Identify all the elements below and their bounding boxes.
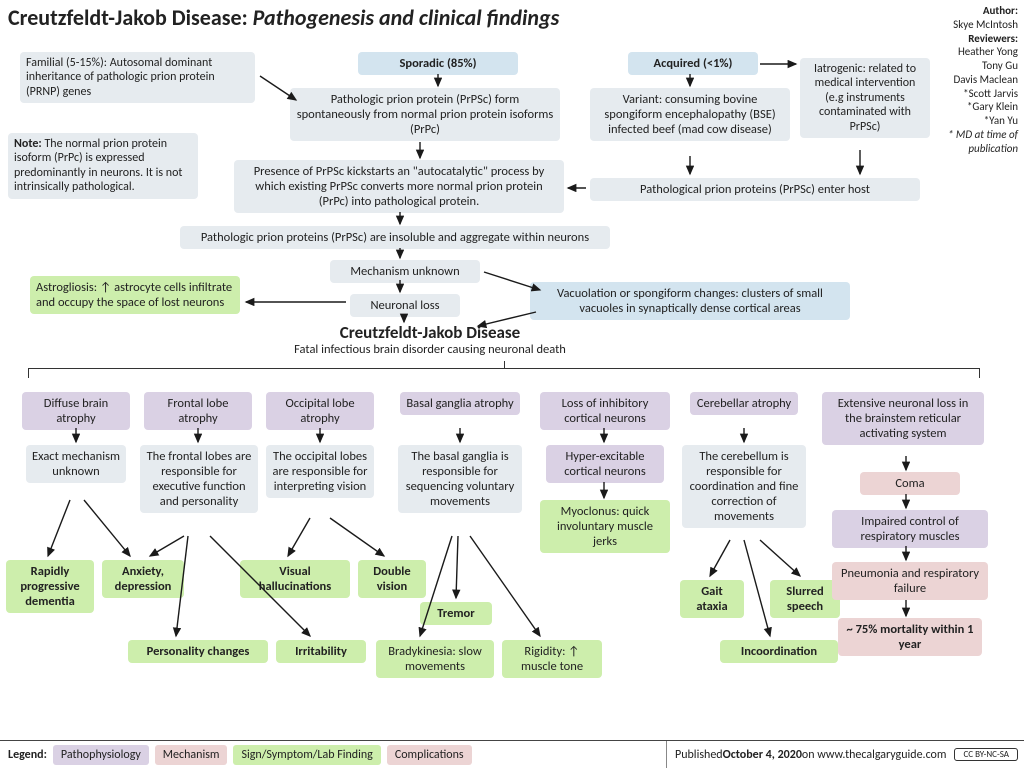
col6-h: Cerebellar atrophy [690, 392, 798, 415]
out-mortality: ~ 75% mortality within 1 year [838, 618, 982, 656]
box-mechanism-unknown: Mechanism unknown [330, 260, 480, 283]
reviewers-label: Reviewers: [968, 32, 1018, 45]
credits-footnote: * MD at time of publication [948, 128, 1018, 155]
out-irritability: Irritability [276, 640, 366, 663]
reviewer-3: *Scott Jarvis [963, 87, 1018, 100]
out-myoclonus: Myoclonus: quick involuntary muscle jerk… [540, 500, 670, 553]
disease-title: Creutzfeldt-Jakob Disease [280, 322, 580, 343]
legend-comp: Complications [387, 745, 472, 765]
out-dementia: Rapidly progressive dementia [6, 560, 94, 613]
out-rigidity: Rigidity: ↑ muscle tone [502, 640, 602, 678]
reviewer-4: *Gary Klein [967, 100, 1018, 113]
bracket [28, 368, 980, 378]
col3-m: The occipital lobes are responsible for … [266, 445, 374, 498]
col4-m: The basal ganglia is responsible for seq… [398, 445, 522, 513]
box-sporadic: Sporadic (85%) [358, 52, 518, 75]
box-autocatalytic: Presence of PrPSc kickstarts an "autocat… [234, 160, 564, 213]
box-iatrogenic: Iatrogenic: related to medical intervent… [800, 58, 930, 138]
box-neuronal-loss: Neuronal loss [350, 294, 460, 317]
out-hallucination: Visual hallucinations [240, 560, 350, 598]
page-title: Creutzfeldt-Jakob Disease: Pathogenesis … [8, 4, 559, 31]
box-enter-host: Pathological prion proteins (PrPSc) ente… [590, 178, 920, 201]
box-note: Note: The normal prion protein isoform (… [8, 133, 198, 199]
col6-m: The cerebellum is responsible for coordi… [682, 445, 806, 528]
col4-h: Basal ganglia atrophy [400, 392, 520, 415]
legend-pub: Published October 4, 2020 on www.thecalg… [666, 741, 954, 768]
title-main: Creutzfeldt-Jakob Disease: [8, 4, 248, 31]
box-vacuolation: Vacuolation or spongiform changes: clust… [530, 282, 850, 320]
out-tremor: Tremor [420, 602, 492, 625]
reviewer-1: Tony Gu [982, 59, 1018, 72]
box-acquired: Acquired (<1%) [628, 52, 758, 75]
out-incoord: Incoordination [720, 640, 838, 663]
legend-bar: Legend: Pathophysiology Mechanism Sign/S… [0, 740, 1024, 768]
col2-m: The frontal lobes are responsible for ex… [140, 445, 258, 513]
title-sub: Pathogenesis and clinical findings [253, 4, 560, 31]
box-familial: Familial (5-15%): Autosomal dominant inh… [20, 52, 255, 103]
out-coma: Coma [860, 472, 960, 495]
cc-icon: CC BY-NC-SA [954, 748, 1018, 761]
out-anxiety: Anxiety, depression [102, 560, 184, 598]
legend-label: Legend: [0, 748, 53, 762]
out-impaired: Impaired control of respiratory muscles [832, 510, 988, 548]
col3-h: Occipital lobe atrophy [266, 392, 374, 430]
col1-m: Exact mechanism unknown [26, 445, 126, 483]
legend-sign: Sign/Symptom/Lab Finding [233, 745, 380, 765]
box-insoluble: Pathologic prion proteins (PrPSc) are in… [180, 226, 610, 249]
disease-sub: Fatal infectious brain disorder causing … [250, 342, 610, 357]
out-brady: Bradykinesia: slow movements [376, 640, 494, 678]
author-label: Author: [983, 4, 1018, 17]
out-personality: Personality changes [128, 640, 268, 663]
box-variant: Variant: consuming bovine spongiform enc… [590, 88, 790, 141]
out-slurred: Slurred speech [770, 580, 840, 618]
box-sporadic-sub: Pathologic prion protein (PrPSc) form sp… [290, 88, 560, 141]
col2-h: Frontal lobe atrophy [144, 392, 252, 430]
out-gait: Gait ataxia [680, 580, 744, 618]
col7-h: Extensive neuronal loss in the brainstem… [822, 392, 984, 445]
out-pneumonia: Pneumonia and respiratory failure [832, 562, 988, 600]
out-double: Double vision [358, 560, 426, 598]
col1-h: Diffuse brain atrophy [22, 392, 130, 430]
box-astrogliosis: Astrogliosis: ↑ astrocyte cells infiltra… [30, 276, 240, 314]
legend-mech: Mechanism [155, 745, 228, 765]
reviewer-2: Davis Maclean [953, 73, 1018, 86]
col5-m: Hyper-excitable cortical neurons [546, 445, 664, 483]
col5-h: Loss of inhibitory cortical neurons [540, 392, 670, 430]
author-name: Skye McIntosh [953, 18, 1018, 31]
reviewer-5: *Yan Yu [984, 114, 1018, 127]
legend-patho: Pathophysiology [53, 745, 149, 765]
reviewer-0: Heather Yong [958, 45, 1018, 58]
